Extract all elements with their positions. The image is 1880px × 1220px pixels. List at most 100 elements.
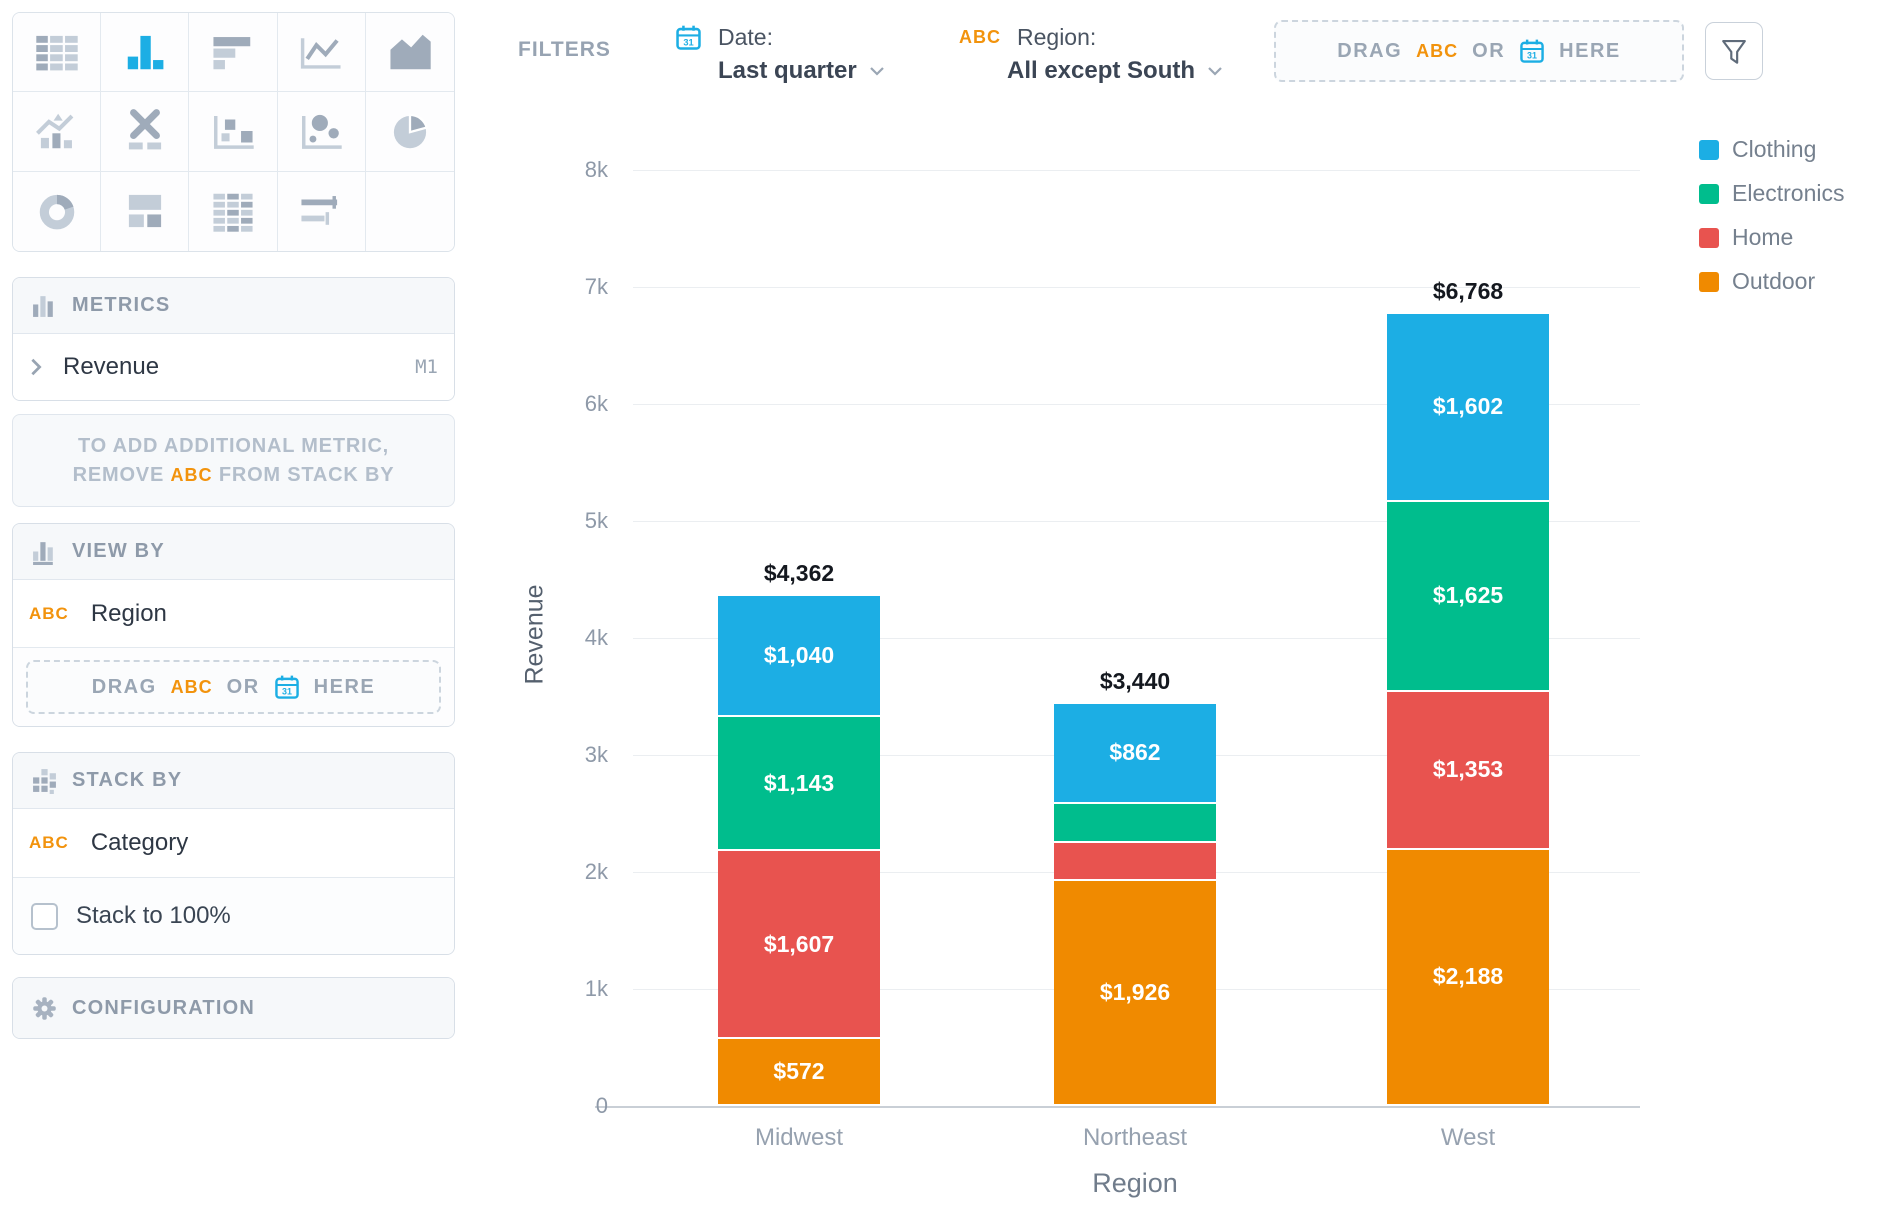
- x-tick-northeast: Northeast: [1082, 1124, 1188, 1151]
- view-by-panel: VIEW BY ABC Region DRAG ABC OR 31 HERE: [12, 523, 455, 727]
- horizontal-bar-chart-icon: [213, 37, 251, 70]
- segment-value-label: $572: [773, 1058, 825, 1085]
- filter-funnel-button[interactable]: [1705, 22, 1763, 80]
- chevron-down-icon: [869, 66, 885, 76]
- bar-segment-northeast-electronics[interactable]: [1054, 804, 1216, 841]
- chevron-right-icon: [29, 357, 43, 377]
- stack-by-grid-icon: [31, 767, 58, 794]
- view-by-dropzone-section: DRAG ABC OR 31 HERE: [13, 647, 454, 726]
- view-by-field-region[interactable]: ABC Region: [13, 580, 454, 647]
- bar-total-west: $6,768: [1432, 278, 1504, 305]
- bar-segment-midwest-home[interactable]: $1,607: [718, 851, 880, 1038]
- chart-type-area-chart[interactable]: [365, 13, 454, 93]
- chart-type-pivot-table[interactable]: [189, 171, 278, 251]
- donut-chart-icon: [39, 195, 74, 230]
- bubble-chart-icon: [302, 115, 342, 150]
- bar-segment-northeast-clothing[interactable]: $862: [1054, 703, 1216, 803]
- metrics-panel: METRICS Revenue M1: [12, 277, 455, 401]
- configuration-panel-header: CONFIGURATION: [13, 978, 454, 1038]
- stack-by-field-category[interactable]: ABC Category: [13, 809, 454, 877]
- metrics-panel-title: METRICS: [72, 294, 171, 316]
- pivot-table-icon: [213, 194, 253, 233]
- legend-item-clothing[interactable]: Clothing: [1699, 136, 1844, 163]
- stack-to-100-label: Stack to 100%: [76, 902, 231, 929]
- stack-by-panel-title: STACK BY: [72, 769, 183, 791]
- segment-value-label: $862: [1109, 739, 1161, 766]
- region-filter-value-dropdown[interactable]: All except South: [1007, 57, 1223, 85]
- y-axis-title: Revenue: [520, 584, 549, 685]
- drop-zone-text: DRAG: [91, 675, 157, 698]
- abc-badge: ABC: [170, 464, 213, 485]
- bar-chart-icon: [127, 36, 164, 70]
- bar-segment-northeast-home[interactable]: [1054, 842, 1216, 879]
- legend-label: Home: [1732, 224, 1794, 250]
- date-filter-name: Date:: [718, 24, 773, 50]
- metrics-bars-icon: [31, 292, 58, 319]
- configuration-panel[interactable]: CONFIGURATION: [12, 977, 455, 1039]
- y-tick-5k: 5k: [584, 508, 608, 533]
- bar-total-midwest: $4,362: [763, 559, 835, 586]
- segment-value-label: $1,353: [1432, 756, 1504, 783]
- drop-zone-text: OR: [1472, 39, 1506, 62]
- pie-chart-icon: [393, 114, 428, 149]
- bar-segment-midwest-outdoor[interactable]: $572: [718, 1039, 880, 1104]
- legend-label: Electronics: [1732, 180, 1845, 206]
- legend-item-electronics[interactable]: Electronics: [1699, 180, 1844, 207]
- bar-segment-west-electronics[interactable]: $1,625: [1387, 501, 1549, 690]
- filters-label: FILTERS: [518, 38, 611, 61]
- chart-type-x-axis-chart[interactable]: [101, 92, 190, 172]
- metric-label: Revenue: [63, 353, 160, 380]
- bar-segment-northeast-outdoor[interactable]: $1,926: [1054, 880, 1216, 1104]
- region-filter-value: All except South: [1007, 57, 1196, 84]
- segment-value-label: $1,625: [1432, 582, 1504, 609]
- y-tick-6k: 6k: [584, 391, 608, 416]
- chevron-down-icon: [1207, 66, 1223, 76]
- date-filter-value-dropdown[interactable]: Last quarter: [718, 57, 885, 85]
- bar-segment-west-home[interactable]: $1,353: [1387, 691, 1549, 848]
- chart-type-line-chart[interactable]: [277, 13, 366, 93]
- drop-zone-text: OR: [226, 675, 260, 698]
- date-filter: 31 Date: Last quarter: [675, 24, 885, 85]
- gridline-6k: [633, 404, 1640, 405]
- bar-segment-midwest-electronics[interactable]: $1,143: [718, 717, 880, 850]
- metric-slot-badge: M1: [415, 356, 438, 378]
- view-by-panel-header: VIEW BY: [13, 524, 454, 580]
- chart-type-scatter-plot[interactable]: [189, 92, 278, 172]
- calendar-icon: 31: [675, 24, 702, 51]
- metric-row-revenue[interactable]: Revenue M1: [13, 334, 454, 400]
- legend-item-outdoor[interactable]: Outdoor: [1699, 268, 1844, 295]
- chart-type-layout-widget[interactable]: [101, 171, 190, 251]
- region-filter-name: Region:: [1017, 24, 1097, 50]
- gridline-5k: [633, 521, 1640, 522]
- legend-swatch: [1699, 183, 1719, 204]
- chart-type-range-widget[interactable]: [277, 171, 366, 251]
- legend-item-home[interactable]: Home: [1699, 224, 1844, 251]
- y-tick-1k: 1k: [584, 976, 608, 1001]
- legend-swatch: [1699, 227, 1719, 248]
- chart-type-bubble-chart[interactable]: [277, 92, 366, 172]
- drop-zone-text: HERE: [1559, 39, 1621, 62]
- svg-text:31: 31: [282, 687, 292, 697]
- chart-type-pie-chart[interactable]: [365, 92, 454, 172]
- x-tick-west: West: [1440, 1124, 1496, 1151]
- funnel-icon: [1722, 40, 1746, 64]
- stack-to-100-checkbox[interactable]: [31, 902, 58, 930]
- bar-total-northeast: $3,440: [1099, 667, 1171, 694]
- segment-value-label: $1,143: [763, 769, 835, 796]
- chart-type-donut-chart[interactable]: [13, 171, 102, 251]
- date-filter-value: Last quarter: [718, 57, 857, 84]
- chart-type-trend-combo-chart[interactable]: [13, 92, 102, 172]
- hint-line-2: REMOVE ABC FROM STACK BY: [72, 463, 395, 486]
- gridline-8k: [633, 170, 1640, 171]
- chart-type-data-table[interactable]: [13, 13, 102, 93]
- chart-type-bar-chart-selected[interactable]: [101, 13, 190, 93]
- view-by-drop-zone[interactable]: DRAG ABC OR 31 HERE: [26, 660, 441, 714]
- abc-badge: ABC: [29, 833, 69, 852]
- bar-segment-west-outdoor[interactable]: $2,188: [1387, 850, 1549, 1104]
- bar-segment-midwest-clothing[interactable]: $1,040: [718, 595, 880, 716]
- abc-badge: ABC: [29, 603, 69, 623]
- filter-drop-zone[interactable]: DRAG ABC OR 31 HERE: [1274, 20, 1684, 82]
- chart-type-horizontal-bar-chart[interactable]: [189, 13, 278, 93]
- bar-segment-west-clothing[interactable]: $1,602: [1387, 314, 1549, 500]
- view-by-bars-icon: [31, 538, 58, 565]
